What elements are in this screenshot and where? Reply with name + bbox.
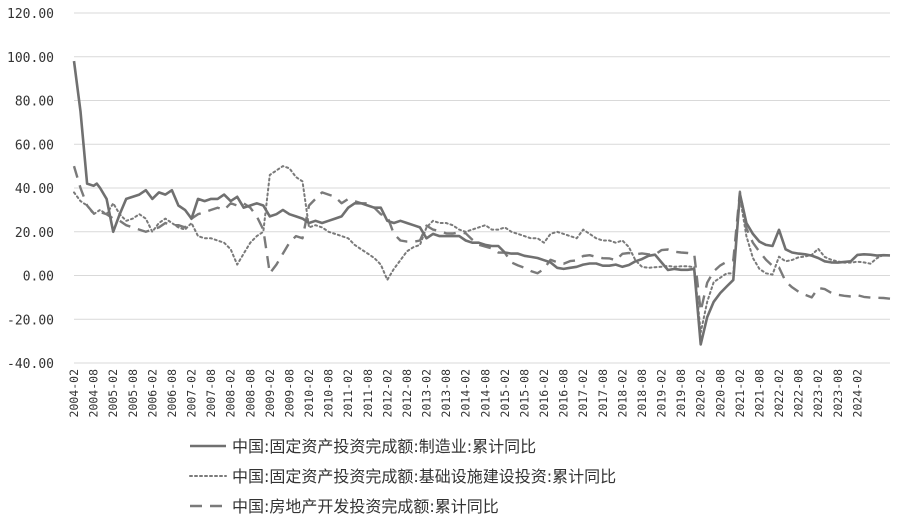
x-tick-label: 2011-02 (341, 369, 355, 417)
y-tick-label: 80.00 (15, 95, 54, 110)
y-tick-label: 0.00 (23, 270, 54, 285)
y-tick-label: 120.00 (7, 7, 54, 22)
x-tick-label: 2023-02 (811, 369, 825, 417)
x-tick-label: 2012-08 (400, 369, 414, 418)
x-tick-label: 2009-08 (282, 369, 296, 418)
x-axis-tick-labels: 2004-02 2004-08 2005-02 2005-08 2006-02 2006-… (67, 369, 864, 418)
series-line-1 (72, 60, 891, 346)
x-tick-label: 2010-08 (322, 369, 336, 418)
y-tick-label: -40.00 (7, 357, 54, 372)
series-lines (72, 60, 891, 346)
x-tick-label: 2021-08 (752, 369, 766, 418)
x-tick-label: 2014-08 (478, 369, 492, 418)
x-tick-label: 2019-08 (674, 369, 688, 418)
legend: 中国:固定资产投资完成额:制造业:累计同比中国:固定资产投资完成额:基础设施建设… (189, 437, 616, 516)
x-tick-label: 2016-08 (557, 369, 571, 418)
x-tick-label: 2018-02 (615, 369, 629, 417)
x-tick-label: 2015-08 (517, 369, 531, 418)
x-tick-label: 2013-08 (439, 369, 453, 418)
x-tick-label: 2007-02 (185, 369, 199, 417)
y-tick-label: 20.00 (15, 226, 54, 241)
x-tick-label: 2018-08 (635, 369, 649, 418)
x-tick-label: 2007-08 (204, 369, 218, 418)
x-tick-label: 2005-08 (126, 369, 140, 418)
x-tick-label: 2021-02 (733, 369, 747, 417)
x-tick-label: 2004-08 (87, 369, 101, 418)
x-tick-label: 2008-02 (224, 369, 238, 417)
y-tick-label: 100.00 (7, 51, 54, 66)
x-tick-label: 2006-08 (165, 369, 179, 418)
x-tick-label: 2017-08 (596, 369, 610, 418)
x-tick-label: 2022-02 (772, 369, 786, 417)
x-tick-label: 2016-02 (537, 369, 551, 417)
y-tick-label: -20.00 (7, 313, 54, 328)
x-tick-label: 2020-02 (694, 369, 708, 417)
x-tick-label: 2010-02 (302, 369, 316, 417)
x-tick-label: 2013-02 (420, 369, 434, 417)
x-tick-label: 2004-02 (67, 369, 81, 417)
legend-label-1: 中国:固定资产投资完成额:制造业:累计同比 (232, 437, 536, 456)
gridlines (74, 12, 890, 364)
legend-label-3: 中国:房地产开发投资完成额:累计同比 (232, 497, 499, 516)
x-tick-label: 2008-08 (243, 369, 257, 418)
x-tick-label: 2006-02 (145, 369, 159, 417)
x-tick-label: 2011-08 (361, 369, 375, 418)
x-tick-label: 2020-08 (713, 369, 727, 418)
x-tick-label: 2023-08 (831, 369, 845, 418)
x-tick-label: 2024-02 (850, 369, 864, 417)
y-tick-label: 60.00 (15, 138, 54, 153)
series-line-3 (72, 165, 891, 313)
x-tick-label: 2019-02 (655, 369, 669, 417)
x-tick-label: 2014-02 (459, 369, 473, 417)
x-tick-label: 2009-02 (263, 369, 277, 417)
x-tick-label: 2022-08 (792, 369, 806, 418)
y-axis-tick-labels: 120.00 100.00 80.00 60.00 40.00 20.00 0.00 -20.… (7, 7, 54, 372)
series-line-2 (73, 165, 891, 334)
x-tick-label: 2005-02 (106, 369, 120, 417)
x-tick-label: 2015-02 (498, 369, 512, 417)
legend-label-2: 中国:固定资产投资完成额:基础设施建设投资:累计同比 (232, 467, 616, 486)
x-tick-label: 2017-02 (576, 369, 590, 417)
x-tick-label: 2012-02 (380, 369, 394, 417)
y-tick-label: 40.00 (15, 182, 54, 197)
